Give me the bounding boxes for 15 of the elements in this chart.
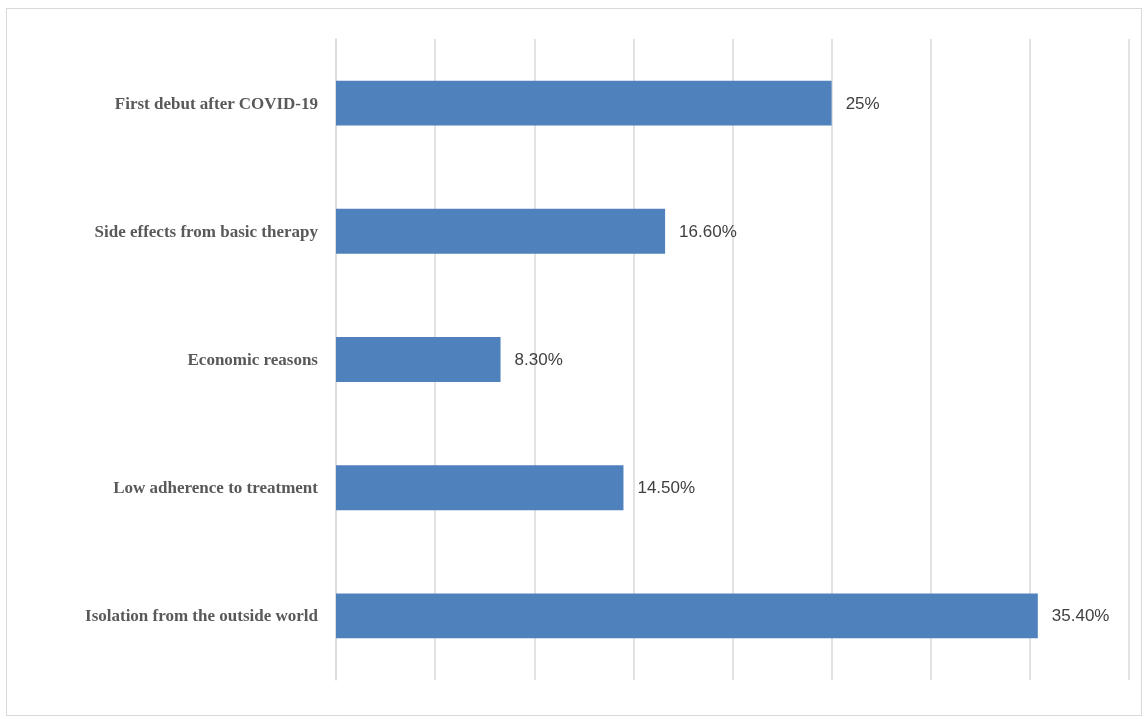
- bar: [336, 80, 832, 126]
- y-tick-label: Side effects from basic therapy: [94, 221, 319, 241]
- y-tick-label: Low adherence to treatment: [113, 478, 319, 498]
- bar: [336, 208, 666, 254]
- data-label: 35.40%: [1051, 606, 1110, 626]
- y-tick-label: First debut after COVID-19: [114, 93, 318, 113]
- data-label: 14.50%: [637, 478, 696, 498]
- y-tick-label: Isolation from the outside world: [85, 606, 319, 626]
- y-tick-label: Economic reasons: [187, 350, 319, 369]
- data-label: 25%: [845, 93, 880, 113]
- bar: [336, 465, 624, 511]
- data-label: 8.30%: [514, 350, 563, 369]
- data-label: 16.60%: [679, 221, 737, 241]
- bar: [336, 337, 501, 382]
- bar: [336, 593, 1038, 639]
